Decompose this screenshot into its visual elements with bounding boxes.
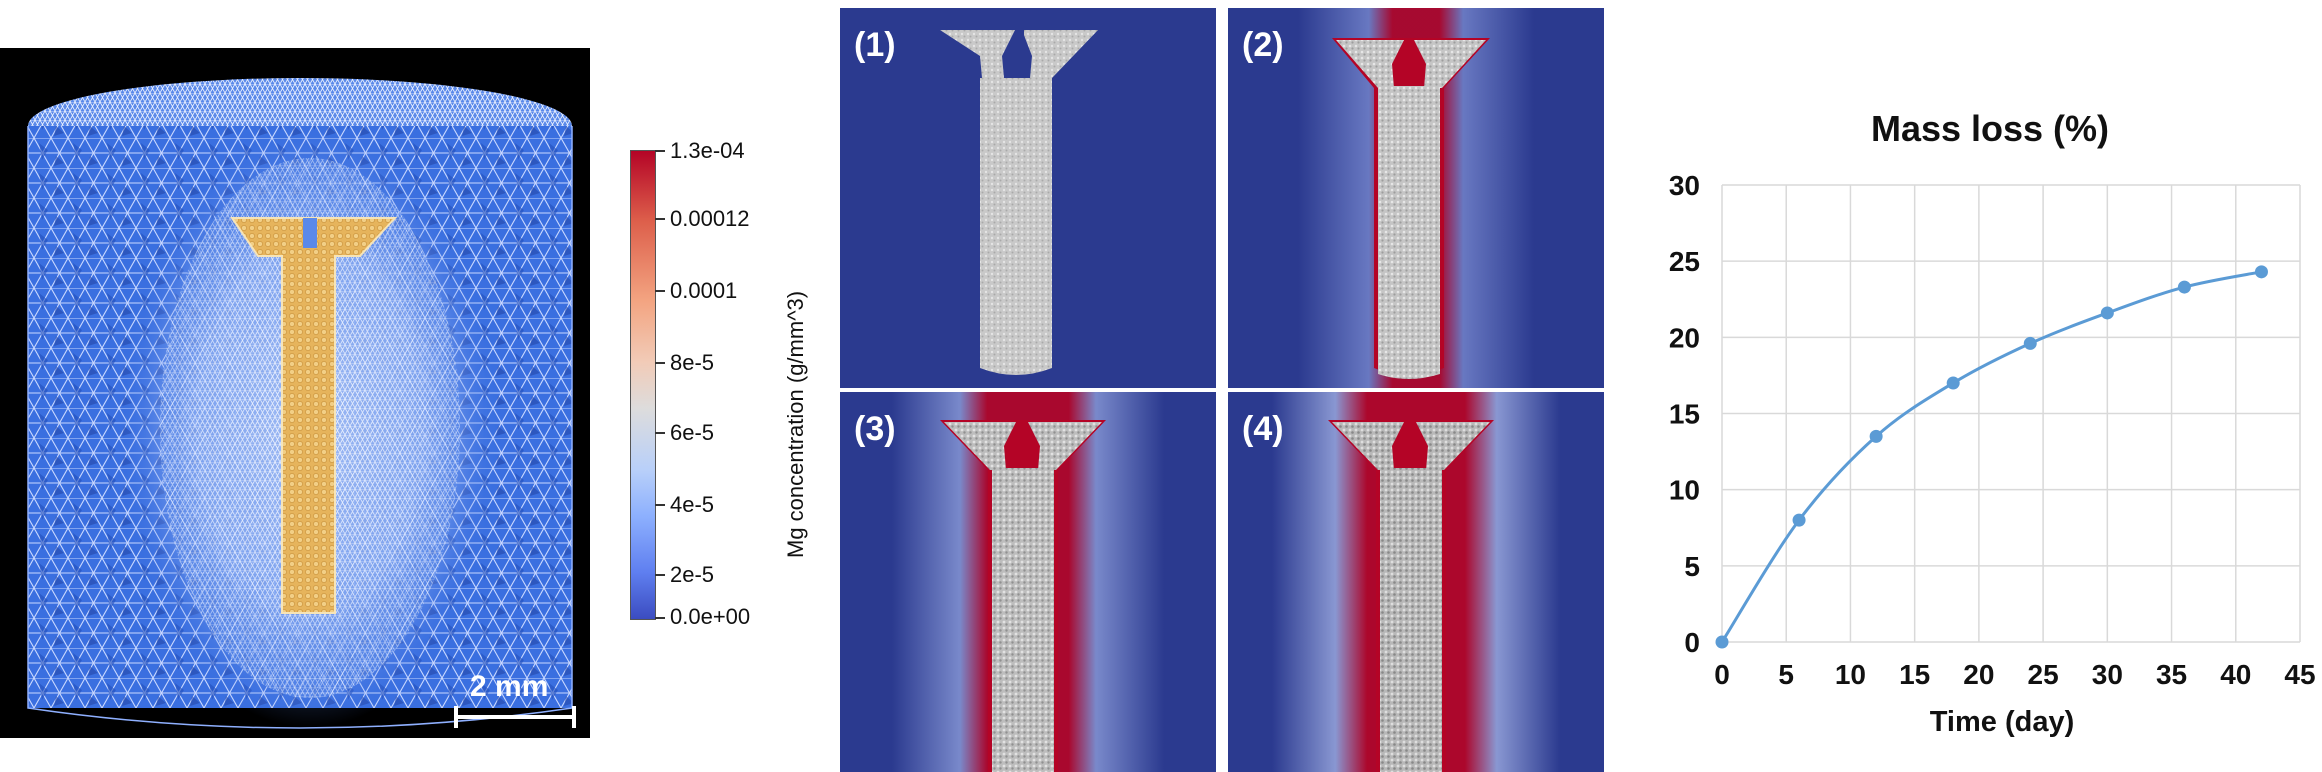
snapshot-2: (2): [1228, 8, 1604, 388]
screw-render: [840, 8, 1216, 388]
colorbar-label: 8e-5: [670, 350, 715, 375]
x-tick-label: 10: [1835, 659, 1866, 690]
data-point: [1792, 513, 1806, 527]
chart-title: Mass loss (%): [1870, 108, 2110, 149]
data-point: [2254, 265, 2268, 279]
y-tick-label: 25: [1669, 246, 1700, 277]
x-axis-label: Time (day): [1929, 706, 2075, 738]
data-point: [2100, 306, 2114, 320]
colorbar-label: 0.00012: [670, 206, 750, 231]
x-tick-label: 35: [2156, 659, 2187, 690]
x-tick-label: 40: [2220, 659, 2251, 690]
colorbar-tick: [655, 574, 665, 576]
x-tick-label: 30: [2092, 659, 2123, 690]
x-tick-label: 25: [2028, 659, 2059, 690]
scale-bar-label: 2 mm: [470, 670, 549, 703]
y-tick-label: 10: [1669, 475, 1700, 506]
colorbar-label: 4e-5: [670, 492, 715, 517]
x-tick-label: 20: [1963, 659, 1994, 690]
colorbar-label: 0.0e+00: [670, 604, 751, 629]
y-tick-label: 0: [1684, 627, 1700, 658]
data-point: [2023, 336, 2037, 350]
colorbar-tick: [655, 218, 665, 220]
colorbar-label: 6e-5: [670, 420, 715, 445]
colorbar-tick: [655, 150, 665, 152]
snapshot-label: (1): [854, 26, 896, 64]
y-tick-label: 20: [1669, 322, 1700, 353]
colorbar-tick: [655, 362, 665, 364]
colorbar-tick: [655, 432, 665, 434]
y-tick-label: 30: [1669, 170, 1700, 201]
colorbar-tick: [655, 290, 665, 292]
x-tick-label: 0: [1714, 659, 1730, 690]
series-line: [1720, 270, 2262, 643]
snapshot-3: (3): [840, 392, 1216, 772]
screw-render: [1228, 392, 1604, 772]
snapshot-label: (2): [1242, 26, 1284, 64]
x-tick-label: 5: [1778, 659, 1794, 690]
colorbar-tick: [655, 504, 665, 506]
y-tick-label: 5: [1684, 551, 1700, 582]
colorbar-label: 0.0001: [670, 278, 738, 303]
data-point: [1715, 635, 1729, 649]
mesh-cross-section: 2 mm: [0, 48, 590, 738]
x-tick-label: 45: [2284, 659, 2315, 690]
x-tick-label: 15: [1899, 659, 1930, 690]
snapshot-label: (3): [854, 410, 896, 448]
data-point: [1946, 376, 1960, 390]
screw-render: [1228, 8, 1604, 388]
screw-render: [840, 392, 1216, 772]
colorbar-label: 1.3e-04: [670, 138, 745, 163]
data-point: [1869, 429, 1883, 443]
colorbar-title: Mg concentration (g/mm^3): [783, 290, 808, 558]
snapshot-1: (1): [840, 8, 1216, 388]
y-tick-label: 15: [1669, 399, 1700, 430]
data-point: [2177, 280, 2191, 294]
snapshot-4: (4): [1228, 392, 1604, 772]
mesh-render: [27, 78, 576, 729]
colorbar-label: 2e-5: [670, 562, 715, 587]
colorbar-tick: [655, 617, 665, 619]
colorbar: [630, 150, 656, 620]
mass-loss-chart: 0 5 10 15 20 25 30 0 5 10 15 20 25 30 35 40 45: [1669, 170, 2316, 690]
snapshot-label: (4): [1242, 410, 1284, 448]
